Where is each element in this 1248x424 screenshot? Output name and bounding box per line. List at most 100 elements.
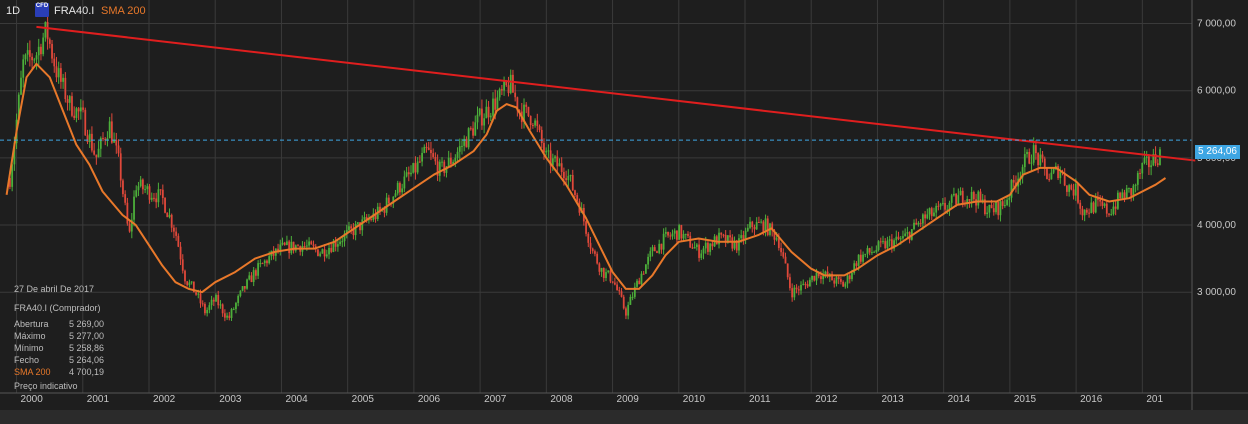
candle-body xyxy=(46,21,49,40)
candle-body xyxy=(671,233,674,237)
candle-body xyxy=(412,163,415,173)
candle-body xyxy=(1156,163,1159,166)
candle-body xyxy=(884,241,887,249)
candle-body xyxy=(1046,167,1048,179)
candle-body xyxy=(1059,171,1062,179)
candle-body xyxy=(40,46,42,55)
candle-body xyxy=(596,253,599,264)
candle-body xyxy=(108,121,111,139)
candle-body xyxy=(551,158,554,166)
trendline[interactable] xyxy=(0,25,1196,162)
candle-body xyxy=(742,235,745,241)
candle-body xyxy=(950,195,953,203)
candle-body xyxy=(777,238,780,248)
candle-body xyxy=(212,299,215,302)
candle-body xyxy=(268,256,271,264)
candle-body xyxy=(379,206,381,211)
candle-body xyxy=(791,288,794,298)
candle-body xyxy=(186,281,189,286)
candle-body xyxy=(622,296,625,309)
candle-body xyxy=(755,222,758,230)
symbol-label[interactable]: FRA40.I xyxy=(54,5,95,17)
sma-200-series xyxy=(5,62,1167,294)
candle-body xyxy=(361,219,364,231)
candle-body xyxy=(1148,156,1150,168)
candle-body xyxy=(343,233,346,242)
candle-body xyxy=(365,217,368,221)
candle-body xyxy=(906,232,909,234)
candle-body xyxy=(620,291,623,297)
candle-body xyxy=(62,77,65,82)
candle-body xyxy=(84,109,87,136)
sma-indicator-label[interactable]: SMA 200 xyxy=(101,5,146,17)
candle-body xyxy=(498,89,501,98)
candle-body xyxy=(1010,179,1013,198)
candle-body xyxy=(1052,168,1055,173)
candle-body xyxy=(984,199,986,215)
candle-body xyxy=(168,214,171,218)
trendline-series[interactable] xyxy=(36,25,1196,162)
candle-body xyxy=(141,179,144,190)
candle-body xyxy=(164,198,166,213)
candle-body xyxy=(383,208,386,213)
candle-body xyxy=(640,273,643,285)
candle-body xyxy=(310,241,313,245)
candle-body xyxy=(496,97,499,110)
candle-body xyxy=(715,236,718,245)
candle-body xyxy=(704,242,707,249)
candle-body xyxy=(895,236,898,241)
candle-body xyxy=(1039,154,1042,166)
grid xyxy=(0,0,1192,393)
candle-body xyxy=(456,151,459,158)
candle-body xyxy=(864,253,867,255)
candle-body xyxy=(44,21,47,38)
candle-body xyxy=(22,59,25,78)
candle-body xyxy=(277,248,279,252)
candle-body xyxy=(543,143,545,153)
candle-body xyxy=(569,175,572,177)
candle-body xyxy=(658,243,661,253)
candle-body xyxy=(1030,162,1033,164)
candle-body xyxy=(826,271,829,277)
candle-body xyxy=(59,68,62,82)
candle-body xyxy=(221,304,224,314)
candle-body xyxy=(336,244,339,247)
candle-body xyxy=(1083,209,1086,216)
candle-body xyxy=(467,128,470,148)
candle-body xyxy=(512,74,514,93)
candle-body xyxy=(135,190,138,197)
sma-line xyxy=(5,62,1167,294)
candle-body xyxy=(545,150,548,153)
candle-body xyxy=(558,163,561,167)
candle-body xyxy=(839,279,842,282)
candle-body xyxy=(119,153,122,181)
candle-body xyxy=(1141,162,1144,174)
candle-body xyxy=(1050,172,1053,180)
candle-body xyxy=(266,260,268,264)
timeframe-label[interactable]: 1D xyxy=(6,5,21,17)
candle-body xyxy=(1026,152,1028,155)
plot-area xyxy=(0,0,1192,393)
candle-body xyxy=(77,108,80,112)
candle-body xyxy=(1057,166,1059,179)
candle-body xyxy=(9,178,11,187)
candle-body xyxy=(762,221,765,233)
candle-body xyxy=(17,94,20,120)
candle-body xyxy=(88,133,91,143)
current-price-tag: 5 264,06 xyxy=(1195,145,1240,159)
info-label-open: Abertura xyxy=(14,319,49,329)
candle-body xyxy=(611,281,614,283)
candle-body xyxy=(738,238,740,251)
candle-body xyxy=(210,299,213,306)
candle-body xyxy=(567,175,570,181)
candle-body xyxy=(28,50,31,57)
candle-body xyxy=(449,157,452,165)
candle-body xyxy=(516,97,519,111)
candle-body xyxy=(1063,173,1066,186)
candle-body xyxy=(321,249,324,254)
info-value-low: 5 258,86 xyxy=(69,343,105,353)
candle-body xyxy=(416,161,419,173)
candle-body xyxy=(102,137,104,139)
candle-body xyxy=(731,237,734,249)
